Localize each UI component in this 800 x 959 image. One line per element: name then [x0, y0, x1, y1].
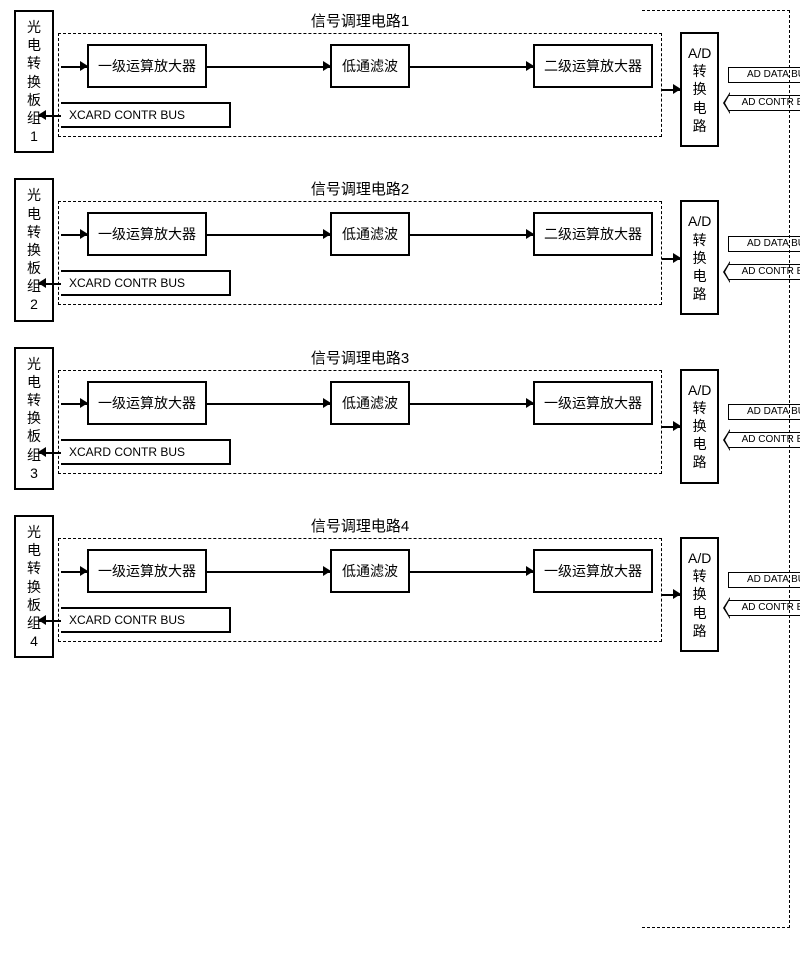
left-column: 光电转换板组1: [10, 10, 58, 153]
arrow: [410, 402, 533, 403]
conditioning-dashed-box: 一级运算放大器 低通滤波 二级运算放大器 XCARD CONTR BUS: [58, 201, 662, 305]
signal-chain: 一级运算放大器 低通滤波 一级运算放大器: [67, 381, 653, 425]
xcard-arrow: [39, 283, 61, 284]
conditioning-dashed-box: 一级运算放大器 低通滤波 一级运算放大器 XCARD CONTR BUS: [58, 538, 662, 642]
amp2-box: 二级运算放大器: [533, 44, 653, 88]
mid-column: 信号调理电路1 一级运算放大器 低通滤波 二级运算放大器 XCARD CONTR BUS: [58, 10, 662, 153]
conditioning-dashed-box: 一级运算放大器 低通滤波 一级运算放大器 XCARD CONTR BUS: [58, 370, 662, 474]
lpf-box: 低通滤波: [330, 381, 410, 425]
conditioning-title: 信号调理电路1: [58, 10, 662, 31]
xcard-arrow: [39, 619, 61, 620]
left-column: 光电转换板组2: [10, 178, 58, 321]
amp2-box: 二级运算放大器: [533, 212, 653, 256]
amp1-box: 一级运算放大器: [87, 381, 207, 425]
opto-board-box: 光电转换板组2: [14, 178, 54, 321]
left-column: 光电转换板组4: [10, 515, 58, 658]
amp2-box: 一级运算放大器: [533, 549, 653, 593]
conditioning-title: 信号调理电路3: [58, 347, 662, 368]
conditioning-dashed-box: 一级运算放大器 低通滤波 二级运算放大器 XCARD CONTR BUS: [58, 33, 662, 137]
input-arrow: [61, 570, 87, 571]
input-arrow: [61, 402, 87, 403]
input-arrow: [61, 66, 87, 67]
arrow: [207, 402, 330, 403]
lpf-box: 低通滤波: [330, 212, 410, 256]
arrow: [207, 234, 330, 235]
outer-dashed-frame: [642, 10, 790, 928]
arrow: [207, 66, 330, 67]
xcard-bus-box: XCARD CONTR BUS: [61, 439, 231, 465]
opto-board-box: 光电转换板组1: [14, 10, 54, 153]
xcard-bus-box: XCARD CONTR BUS: [61, 607, 231, 633]
arrow: [410, 570, 533, 571]
amp2-box: 一级运算放大器: [533, 381, 653, 425]
amp1-box: 一级运算放大器: [87, 549, 207, 593]
opto-board-box: 光电转换板组4: [14, 515, 54, 658]
conditioning-title: 信号调理电路4: [58, 515, 662, 536]
signal-chain: 一级运算放大器 低通滤波 一级运算放大器: [67, 549, 653, 593]
signal-chain: 一级运算放大器 低通滤波 二级运算放大器: [67, 44, 653, 88]
input-arrow: [61, 234, 87, 235]
amp1-box: 一级运算放大器: [87, 212, 207, 256]
conditioning-title: 信号调理电路2: [58, 178, 662, 199]
arrow: [207, 570, 330, 571]
lpf-box: 低通滤波: [330, 549, 410, 593]
xcard-row: XCARD CONTR BUS: [67, 439, 653, 465]
xcard-arrow: [39, 451, 61, 452]
lpf-box: 低通滤波: [330, 44, 410, 88]
amp1-box: 一级运算放大器: [87, 44, 207, 88]
mid-column: 信号调理电路3 一级运算放大器 低通滤波 一级运算放大器 XCARD CONTR BUS: [58, 347, 662, 490]
xcard-bus-box: XCARD CONTR BUS: [61, 102, 231, 128]
xcard-row: XCARD CONTR BUS: [67, 102, 653, 128]
xcard-row: XCARD CONTR BUS: [67, 607, 653, 633]
left-column: 光电转换板组3: [10, 347, 58, 490]
xcard-bus-box: XCARD CONTR BUS: [61, 270, 231, 296]
arrow: [410, 66, 533, 67]
xcard-arrow: [39, 115, 61, 116]
opto-board-box: 光电转换板组3: [14, 347, 54, 490]
mid-column: 信号调理电路4 一级运算放大器 低通滤波 一级运算放大器 XCARD CONTR BUS: [58, 515, 662, 658]
arrow: [410, 234, 533, 235]
mid-column: 信号调理电路2 一级运算放大器 低通滤波 二级运算放大器 XCARD CONTR BUS: [58, 178, 662, 321]
xcard-row: XCARD CONTR BUS: [67, 270, 653, 296]
signal-chain: 一级运算放大器 低通滤波 二级运算放大器: [67, 212, 653, 256]
